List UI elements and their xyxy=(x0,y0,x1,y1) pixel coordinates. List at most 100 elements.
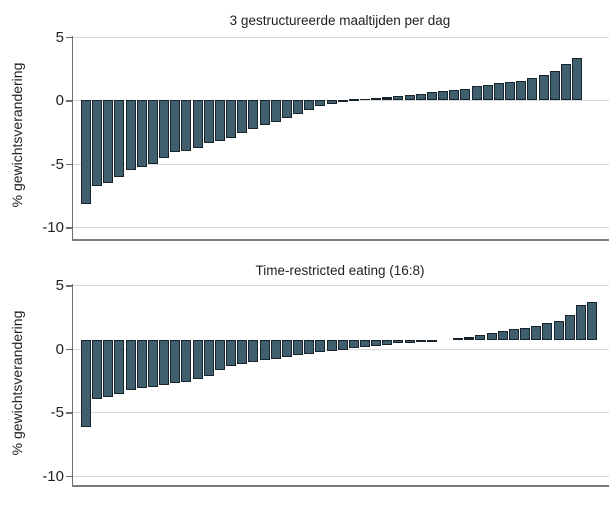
y-tick-mark xyxy=(66,475,72,477)
participant-weight-change-bar xyxy=(426,339,437,342)
participant-weight-change-bar xyxy=(415,93,426,100)
participant-weight-change-bar xyxy=(315,100,326,107)
participant-weight-change-bar xyxy=(464,337,475,340)
y-tick-mark xyxy=(66,348,72,350)
participant-weight-change-bar xyxy=(237,100,248,134)
y-axis-spine xyxy=(72,35,73,241)
gridline xyxy=(73,36,609,38)
participant-weight-change-bar xyxy=(371,98,382,100)
participant-weight-change-bar xyxy=(382,339,393,345)
participant-weight-change-bar xyxy=(505,82,516,100)
plot-area: 5 0 -5 -10 xyxy=(42,277,609,487)
weight-change-chart-time-restricted: Time-restricted eating (16:8) % gewichts… xyxy=(0,253,616,507)
participant-weight-change-bar xyxy=(587,302,598,340)
participant-weight-change-bar xyxy=(259,339,270,360)
participant-weight-change-bar xyxy=(520,328,531,340)
participant-weight-change-bar xyxy=(281,100,292,118)
participant-weight-change-bar xyxy=(538,74,549,100)
participant-weight-change-bar xyxy=(527,78,538,100)
y-tick-label: 5 xyxy=(55,28,64,46)
participant-weight-change-bar xyxy=(170,339,181,383)
participant-weight-change-bar xyxy=(293,100,304,114)
participant-weight-change-bar xyxy=(482,84,493,100)
participant-weight-change-bar xyxy=(237,339,248,364)
participant-weight-change-bar xyxy=(125,339,136,391)
participant-weight-change-bar xyxy=(114,339,125,395)
participant-weight-change-bar xyxy=(360,339,370,348)
participant-weight-change-bar xyxy=(486,332,497,340)
participant-weight-change-bar xyxy=(259,100,270,126)
participant-weight-change-bar xyxy=(542,323,553,340)
chart-title: Time-restricted eating (16:8) xyxy=(255,263,425,278)
participant-weight-change-bar xyxy=(426,92,437,100)
participant-weight-change-bar xyxy=(304,339,315,354)
y-axis-label: % gewichtsverandering xyxy=(9,310,25,456)
participant-weight-change-bar xyxy=(415,339,426,343)
participant-weight-change-bar xyxy=(360,98,370,101)
participant-weight-change-bar xyxy=(159,100,170,159)
participant-weight-change-bar xyxy=(460,88,471,100)
y-tick-mark xyxy=(66,163,72,165)
participant-weight-change-bar xyxy=(147,100,158,164)
participant-weight-change-bar xyxy=(337,100,348,102)
participant-weight-change-bar xyxy=(103,100,114,183)
y-tick-label: -10 xyxy=(42,467,64,485)
participant-weight-change-bar xyxy=(326,339,337,352)
participant-weight-change-bar xyxy=(497,330,508,340)
gridline xyxy=(73,475,609,477)
participant-weight-change-bar xyxy=(575,304,586,340)
participant-weight-change-bar xyxy=(226,339,237,367)
participant-weight-change-bar xyxy=(270,100,281,122)
participant-weight-change-bar xyxy=(348,339,359,349)
y-tick-mark xyxy=(66,412,72,414)
y-tick-label: 0 xyxy=(55,340,64,358)
participant-weight-change-bar xyxy=(572,58,583,100)
participant-weight-change-bar xyxy=(315,339,326,353)
participant-weight-change-bar xyxy=(170,100,181,153)
x-axis-spine xyxy=(72,485,609,487)
gridline xyxy=(73,285,609,286)
chart-title: 3 gestructureerde maaltijden per dag xyxy=(229,13,451,28)
participant-weight-change-bar xyxy=(92,100,103,187)
participant-weight-change-bar xyxy=(382,97,393,100)
participant-weight-change-bar xyxy=(136,100,147,168)
participant-weight-change-bar xyxy=(81,100,91,205)
participant-weight-change-bar xyxy=(531,325,542,340)
participant-weight-change-bar xyxy=(248,339,259,363)
participant-weight-change-bar xyxy=(516,80,527,100)
participant-weight-change-bar xyxy=(181,100,192,151)
participant-weight-change-bar xyxy=(553,320,564,340)
participant-weight-change-bar xyxy=(404,339,415,343)
participant-weight-change-bar xyxy=(337,339,348,350)
y-tick-label: 0 xyxy=(55,92,64,109)
x-axis-spine xyxy=(72,239,609,241)
participant-weight-change-bar xyxy=(560,64,571,100)
participant-weight-change-bar xyxy=(226,100,237,139)
participant-weight-change-bar xyxy=(438,91,449,100)
y-tick-mark xyxy=(66,285,72,287)
y-tick-mark xyxy=(66,227,72,229)
participant-weight-change-bar xyxy=(214,339,225,371)
participant-weight-change-bar xyxy=(192,100,203,149)
participant-weight-change-bar xyxy=(393,339,404,344)
y-tick-label: -5 xyxy=(50,155,64,173)
y-tick-mark xyxy=(66,100,72,102)
participant-weight-change-bar xyxy=(564,315,575,340)
y-tick-label: -5 xyxy=(50,404,64,421)
gridline xyxy=(73,227,609,228)
participant-weight-change-bar xyxy=(404,94,415,100)
participant-weight-change-bar xyxy=(508,329,519,340)
participant-weight-change-bar xyxy=(125,100,136,170)
participant-weight-change-bar xyxy=(393,96,404,100)
y-axis-spine xyxy=(72,284,73,487)
participant-weight-change-bar xyxy=(493,83,504,100)
participant-weight-change-bar xyxy=(203,100,214,144)
participant-weight-change-bar xyxy=(92,339,103,400)
y-tick-label: 5 xyxy=(55,277,64,294)
participant-weight-change-bar xyxy=(103,339,114,397)
participant-weight-change-bar xyxy=(147,339,158,387)
participant-weight-change-bar xyxy=(192,339,203,379)
participant-weight-change-bar xyxy=(471,86,482,100)
gridline xyxy=(73,412,609,413)
